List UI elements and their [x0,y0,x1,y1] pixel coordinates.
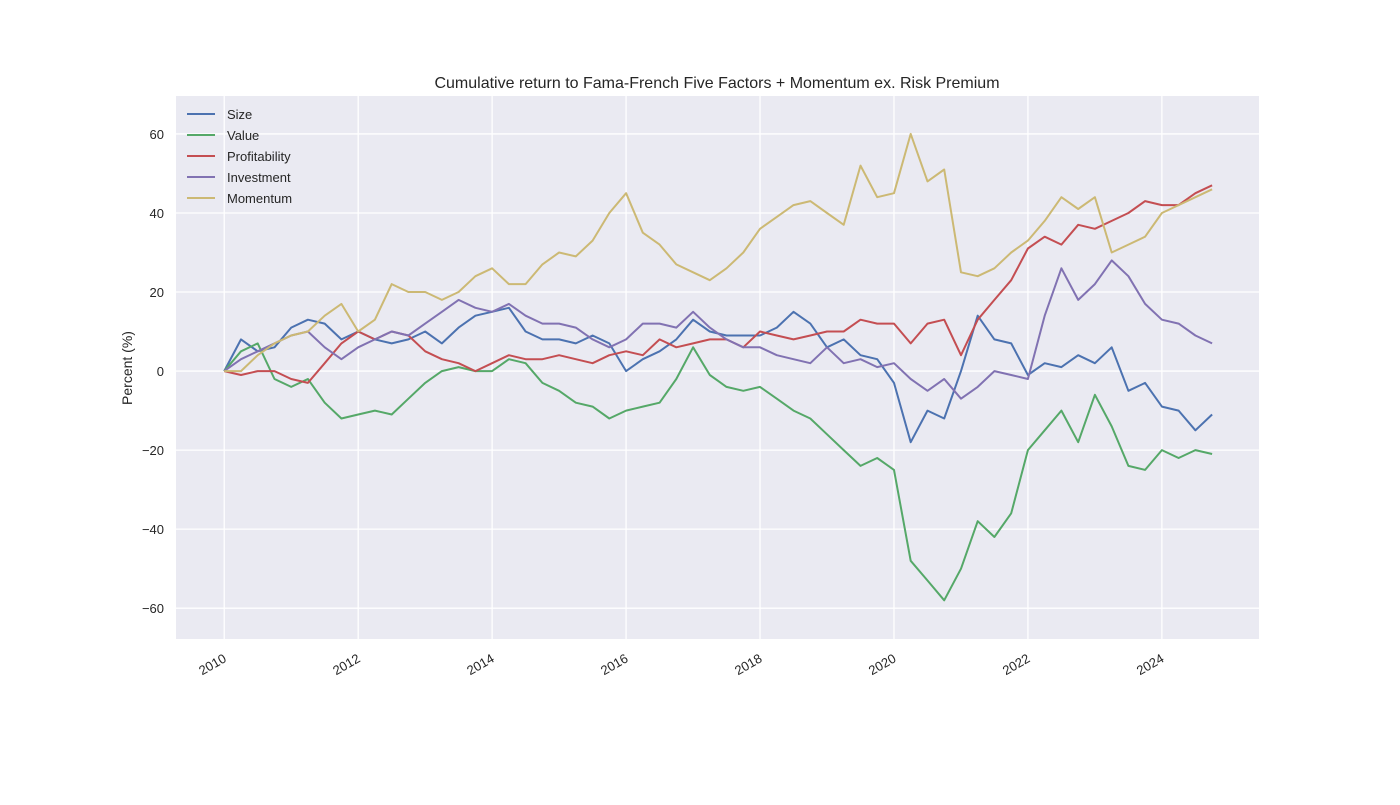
legend-label: Investment [227,170,291,185]
y-tick-label: −40 [142,522,164,537]
y-tick-label: 20 [150,285,164,300]
legend: Size Value Profitability Investment Momentum [187,107,292,206]
y-axis-ticks: −60 −40 −20 0 20 40 60 [142,127,164,616]
x-tick-label: 2016 [598,651,631,678]
x-tick-label: 2012 [330,651,363,678]
legend-item-size: Size [187,107,252,122]
x-tick-label: 2024 [1134,651,1167,678]
x-tick-label: 2010 [196,651,229,678]
plot-area [176,96,1259,639]
legend-item-profitability: Profitability [187,149,291,164]
y-tick-label: 0 [157,364,164,379]
legend-item-investment: Investment [187,170,291,185]
legend-label: Momentum [227,191,292,206]
y-axis-label: Percent (%) [119,331,135,405]
legend-label: Value [227,128,259,143]
gridlines [176,96,1259,639]
y-tick-label: 40 [150,206,164,221]
y-tick-label: −60 [142,601,164,616]
legend-label: Profitability [227,149,291,164]
series-line-momentum [224,132,1213,373]
y-tick-label: −20 [142,443,164,458]
x-tick-label: 2022 [1000,651,1033,678]
legend-item-value: Value [187,128,259,143]
legend-item-momentum: Momentum [187,191,292,206]
chart-title: Cumulative return to Fama-French Five Fa… [434,75,999,92]
x-tick-label: 2014 [464,651,497,678]
series-lines [223,132,1213,602]
x-tick-label: 2018 [732,651,765,678]
legend-label: Size [227,107,252,122]
series-line-value [223,342,1213,602]
y-tick-label: 60 [150,127,164,142]
series-line-investment [223,259,1213,400]
x-tick-label: 2020 [866,651,899,678]
x-axis-ticks: 2010 2012 2014 2016 2018 2020 2022 2024 [196,651,1166,678]
